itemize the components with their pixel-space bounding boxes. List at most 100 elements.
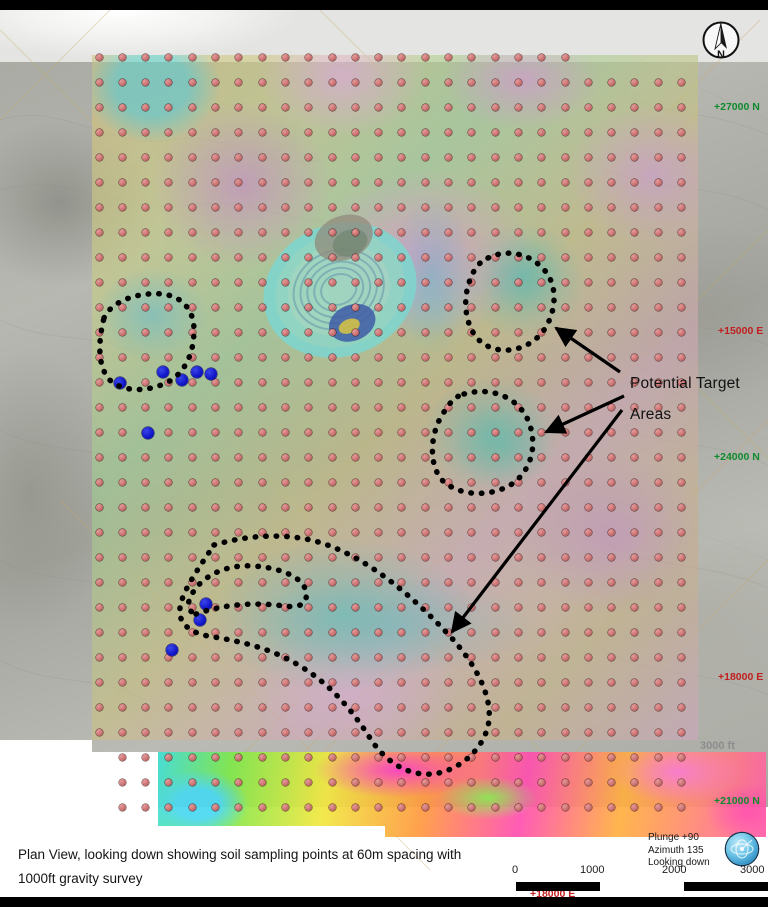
sample-point — [584, 378, 592, 386]
sample-point — [468, 653, 476, 661]
sample-point — [118, 103, 126, 111]
caption-backdrop — [0, 826, 385, 907]
sample-point — [421, 53, 429, 61]
sample-point — [445, 228, 452, 236]
sample-point — [188, 653, 196, 661]
scale-bar-labels: 0 1000 2000 3000 — [508, 864, 768, 878]
sample-point — [631, 553, 639, 561]
sample-point — [514, 553, 522, 561]
sample-point — [584, 703, 592, 711]
sample-point — [328, 628, 336, 636]
sample-point — [351, 703, 359, 711]
sample-point — [351, 678, 359, 686]
sample-point — [328, 78, 336, 86]
sample-point — [514, 378, 522, 386]
sample-point — [561, 653, 569, 661]
sample-point — [398, 553, 406, 561]
sample-point — [631, 728, 639, 736]
north-arrow-icon: N — [702, 21, 740, 61]
sample-point — [212, 353, 219, 361]
sample-point — [305, 53, 313, 61]
sample-point — [421, 528, 429, 536]
sample-point — [235, 78, 243, 86]
sample-point — [258, 778, 266, 786]
sample-point — [468, 353, 476, 361]
sample-point — [561, 578, 569, 586]
sample-point — [188, 328, 196, 336]
sample-point — [468, 528, 476, 536]
sample-point — [235, 578, 243, 586]
sample-point — [235, 228, 243, 236]
sample-point — [468, 303, 476, 311]
sample-point — [514, 653, 522, 661]
sample-point — [328, 603, 336, 611]
sample-point — [514, 128, 522, 136]
coordinate-label-5: +21000 N — [714, 795, 760, 807]
sample-point — [584, 578, 592, 586]
sample-point — [165, 503, 173, 511]
sample-point — [351, 178, 359, 186]
sample-point — [281, 778, 289, 786]
sample-point — [608, 378, 616, 386]
sample-point — [188, 228, 196, 236]
sample-point — [118, 678, 126, 686]
sample-point — [142, 153, 150, 161]
sample-point — [491, 153, 499, 161]
sample-point — [631, 703, 639, 711]
sample-point — [95, 253, 103, 261]
sample-point — [514, 628, 522, 636]
sample-point — [584, 528, 592, 536]
sample-point — [118, 753, 126, 761]
sample-point — [118, 78, 126, 86]
sample-point — [654, 503, 662, 511]
sample-point — [678, 403, 685, 411]
sample-point — [678, 353, 685, 361]
sample-point — [165, 753, 173, 761]
sample-point — [235, 353, 243, 361]
sample-point — [631, 503, 639, 511]
sample-point — [445, 103, 452, 111]
sample-point — [608, 703, 616, 711]
sample-point — [212, 578, 219, 586]
sample-point — [398, 128, 406, 136]
sample-point — [375, 453, 383, 461]
sample-point — [654, 253, 662, 261]
sample-point — [95, 78, 103, 86]
sample-point — [608, 178, 616, 186]
sample-point — [398, 778, 406, 786]
sample-point — [258, 578, 266, 586]
sample-point — [654, 728, 662, 736]
sample-point — [584, 103, 592, 111]
sample-point — [235, 403, 243, 411]
sample-point — [95, 378, 103, 386]
sample-point — [351, 353, 359, 361]
sample-point — [421, 153, 429, 161]
aerial-photo-upper-band — [0, 0, 768, 62]
sample-point — [654, 228, 662, 236]
sample-point — [258, 378, 266, 386]
sample-point — [328, 503, 336, 511]
sample-point — [561, 378, 569, 386]
highlighted-sample-point — [200, 598, 212, 610]
sample-point — [584, 678, 592, 686]
sample-point — [445, 78, 452, 86]
sample-point — [235, 378, 243, 386]
sample-point — [561, 278, 569, 286]
sample-point — [235, 553, 243, 561]
sample-point — [654, 153, 662, 161]
sample-point — [538, 403, 546, 411]
sample-point — [654, 753, 662, 761]
sample-point — [561, 403, 569, 411]
sample-point — [188, 578, 196, 586]
sample-point — [538, 503, 546, 511]
gravity-raster-lows — [92, 55, 698, 740]
sample-point — [118, 353, 126, 361]
sample-point — [445, 778, 452, 786]
sample-point — [608, 428, 616, 436]
sample-point — [165, 303, 173, 311]
sample-point — [351, 103, 359, 111]
sample-point — [561, 478, 569, 486]
sample-point — [584, 278, 592, 286]
sample-point — [421, 753, 429, 761]
sample-point — [468, 428, 476, 436]
